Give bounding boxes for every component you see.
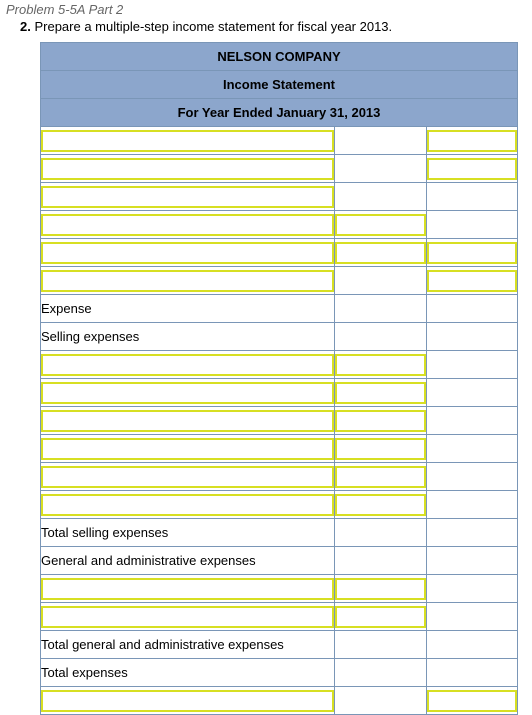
blank-cell <box>335 631 426 659</box>
line-label-input[interactable] <box>41 270 334 292</box>
problem-ref-partial: Problem 5-5A Part 2 <box>6 2 532 17</box>
blank-cell <box>335 127 426 155</box>
line-label-input[interactable] <box>41 130 334 152</box>
line-label-input[interactable] <box>41 354 334 376</box>
blank-cell <box>426 547 517 575</box>
header-company: NELSON COMPANY <box>41 43 518 71</box>
line-label-input[interactable] <box>41 410 334 432</box>
line-label-input[interactable] <box>41 242 334 264</box>
value-input[interactable] <box>335 494 425 516</box>
blank-cell <box>426 379 517 407</box>
line-label-input[interactable] <box>41 382 334 404</box>
value-input[interactable] <box>335 410 425 432</box>
selling-expenses-label: Selling expenses <box>41 323 335 351</box>
value-input[interactable] <box>427 130 517 152</box>
blank-cell <box>426 407 517 435</box>
line-label-input[interactable] <box>41 578 334 600</box>
blank-cell <box>335 155 426 183</box>
blank-cell <box>426 435 517 463</box>
blank-cell <box>335 547 426 575</box>
instruction-number: 2. <box>20 19 31 34</box>
value-input[interactable] <box>427 242 517 264</box>
line-label-input[interactable] <box>41 186 334 208</box>
blank-cell <box>426 519 517 547</box>
income-statement-table: NELSON COMPANY Income Statement For Year… <box>40 42 518 715</box>
header-title: Income Statement <box>41 71 518 99</box>
blank-cell <box>426 575 517 603</box>
line-label-input[interactable] <box>41 466 334 488</box>
value-input[interactable] <box>427 270 517 292</box>
blank-cell <box>426 491 517 519</box>
blank-cell <box>335 295 426 323</box>
line-label-input[interactable] <box>41 438 334 460</box>
value-input[interactable] <box>335 242 425 264</box>
line-label-input[interactable] <box>41 606 334 628</box>
value-input[interactable] <box>335 354 425 376</box>
ga-expenses-label: General and administrative expenses <box>41 547 335 575</box>
blank-cell <box>335 323 426 351</box>
blank-cell <box>426 603 517 631</box>
value-input[interactable] <box>335 606 425 628</box>
blank-cell <box>335 183 426 211</box>
value-input[interactable] <box>335 214 425 236</box>
value-input[interactable] <box>335 382 425 404</box>
blank-cell <box>426 183 517 211</box>
blank-cell <box>426 351 517 379</box>
total-ga-label: Total general and administrative expense… <box>41 631 335 659</box>
instruction-text: Prepare a multiple-step income statement… <box>34 19 392 34</box>
total-selling-label: Total selling expenses <box>41 519 335 547</box>
header-period: For Year Ended January 31, 2013 <box>41 99 518 127</box>
blank-cell <box>426 295 517 323</box>
blank-cell <box>426 463 517 491</box>
expense-label: Expense <box>41 295 335 323</box>
blank-cell <box>426 211 517 239</box>
value-input[interactable] <box>335 466 425 488</box>
instruction-line: 2. Prepare a multiple-step income statem… <box>20 19 532 34</box>
blank-cell <box>426 323 517 351</box>
line-label-input[interactable] <box>41 158 334 180</box>
value-input[interactable] <box>427 158 517 180</box>
value-input[interactable] <box>335 438 425 460</box>
line-label-input[interactable] <box>41 214 334 236</box>
blank-cell <box>426 631 517 659</box>
value-input[interactable] <box>427 690 517 712</box>
blank-cell <box>335 687 426 715</box>
value-input[interactable] <box>335 578 425 600</box>
line-label-input[interactable] <box>41 494 334 516</box>
line-label-input[interactable] <box>41 690 334 712</box>
blank-cell <box>335 519 426 547</box>
blank-cell <box>335 267 426 295</box>
